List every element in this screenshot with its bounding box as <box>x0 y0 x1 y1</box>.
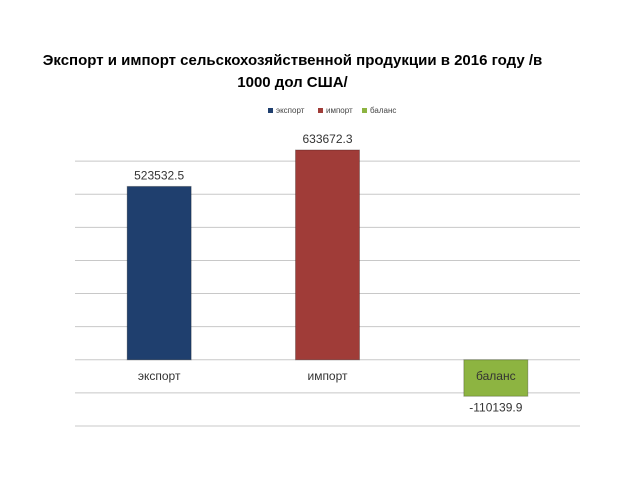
x-tick-label: импорт <box>307 369 348 383</box>
legend-swatch <box>268 108 273 113</box>
data-label: -110139.9 <box>469 400 522 414</box>
x-tick-label: баланс <box>476 369 516 383</box>
bar <box>463 359 529 397</box>
legend-label: баланс <box>370 106 396 115</box>
legend-label: импорт <box>326 106 353 115</box>
data-label: 523532.5 <box>134 169 184 183</box>
legend-swatch <box>362 108 367 113</box>
legend-label: экспорт <box>276 106 305 115</box>
x-tick-label: экспорт <box>138 369 181 383</box>
data-label: 633672.3 <box>302 132 352 146</box>
chart-title: Экспорт и импорт сельскохозяйственной пр… <box>42 52 543 91</box>
bar <box>295 149 360 361</box>
bar <box>126 185 192 361</box>
legend-swatch <box>318 108 323 113</box>
